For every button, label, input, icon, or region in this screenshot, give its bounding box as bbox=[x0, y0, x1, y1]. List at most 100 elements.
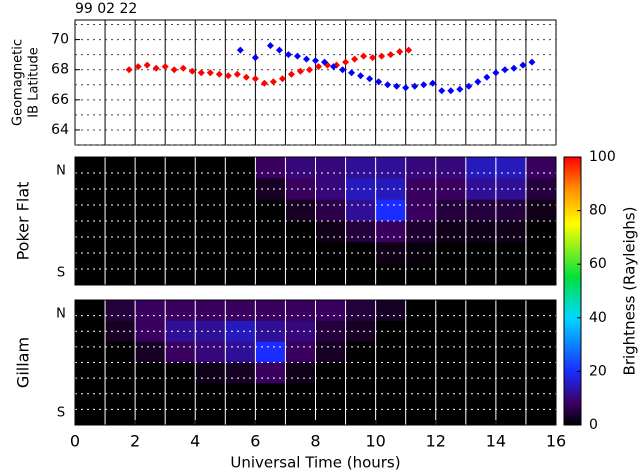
heatmap-cell bbox=[435, 221, 467, 243]
heatmap-cell bbox=[285, 362, 316, 384]
heatmap-cell bbox=[315, 383, 347, 405]
y-axis-label: IB Latitude bbox=[27, 47, 42, 117]
data-point bbox=[188, 67, 196, 75]
heatmap-cell bbox=[345, 320, 377, 343]
heatmap-cell bbox=[495, 362, 527, 384]
heatmap-cell bbox=[105, 362, 136, 384]
y-tick-label: 68 bbox=[51, 62, 69, 78]
heatmap-cell bbox=[195, 221, 226, 243]
heatmap-cell bbox=[165, 300, 196, 322]
heatmap-cell bbox=[525, 221, 557, 243]
data-point bbox=[420, 81, 428, 89]
heatmap-cell bbox=[495, 178, 527, 201]
heatmap-cell bbox=[315, 178, 347, 201]
heatmap-cell bbox=[375, 221, 407, 243]
heatmap-cell bbox=[525, 320, 557, 343]
heatmap-cell bbox=[285, 341, 316, 363]
heatmap-cell bbox=[165, 242, 196, 265]
heatmap-cell bbox=[465, 178, 497, 201]
data-point bbox=[215, 70, 223, 78]
heatmap-cell bbox=[465, 320, 497, 343]
data-point bbox=[143, 61, 151, 69]
heatmap-cell bbox=[405, 341, 437, 363]
heatmap-cell bbox=[75, 300, 106, 322]
heatmap-cell bbox=[345, 157, 377, 179]
heatmap-cell bbox=[495, 157, 527, 179]
data-point bbox=[269, 78, 277, 86]
data-point bbox=[501, 66, 509, 74]
heatmap-cell bbox=[405, 362, 437, 384]
data-point bbox=[233, 70, 241, 78]
y-label-top: N bbox=[56, 164, 66, 179]
data-point bbox=[375, 78, 383, 86]
heatmap-cell bbox=[495, 404, 527, 426]
heatmap-cell bbox=[195, 404, 226, 426]
heatmap-cell bbox=[525, 242, 557, 265]
heatmap-cell bbox=[465, 242, 497, 265]
heatmap-cell bbox=[405, 242, 437, 265]
heatmap-cell bbox=[525, 178, 557, 201]
heatmap-cell bbox=[495, 320, 527, 343]
heatmap-cell bbox=[225, 320, 256, 343]
data-point bbox=[315, 63, 323, 71]
heatmap-cell bbox=[315, 341, 347, 363]
heatmap-cell bbox=[315, 404, 347, 426]
heatmap-cell bbox=[465, 157, 497, 179]
heatmap-cell bbox=[495, 383, 527, 405]
data-point bbox=[528, 58, 536, 66]
data-point bbox=[438, 87, 446, 95]
heatmap-cell bbox=[75, 404, 106, 426]
data-point bbox=[483, 73, 491, 81]
heatmap-cell bbox=[315, 263, 347, 286]
data-point bbox=[393, 82, 401, 90]
data-point bbox=[206, 69, 214, 77]
heatmap-cell bbox=[435, 199, 467, 222]
y-axis-label: Geomagnetic bbox=[11, 39, 26, 126]
heatmap-cell bbox=[255, 263, 286, 286]
heatmap-cell bbox=[345, 383, 377, 405]
heatmap-cell bbox=[465, 404, 497, 426]
data-point bbox=[456, 85, 464, 93]
heatmap-cell bbox=[195, 242, 226, 265]
heatmap-cell bbox=[195, 300, 226, 322]
heatmap-cell bbox=[375, 320, 407, 343]
data-point bbox=[284, 51, 292, 59]
heatmap-cell bbox=[315, 362, 347, 384]
heatmap-cell bbox=[345, 178, 377, 201]
heatmap-cell bbox=[255, 242, 286, 265]
heatmap-cell bbox=[165, 320, 196, 343]
heatmap-cell bbox=[195, 199, 226, 222]
data-point bbox=[465, 82, 473, 90]
heatmap-cell bbox=[105, 320, 136, 343]
heatmap-cell bbox=[375, 157, 407, 179]
x-tick-label: 6 bbox=[250, 432, 260, 451]
data-point bbox=[293, 52, 301, 60]
heatmap-cell bbox=[225, 383, 256, 405]
data-point bbox=[342, 58, 350, 66]
heatmap-cell bbox=[405, 320, 437, 343]
heatmap-cell bbox=[285, 221, 316, 243]
heatmap-cell bbox=[315, 157, 347, 179]
data-point bbox=[429, 79, 437, 87]
y-axis-label: Poker Flat bbox=[14, 182, 33, 261]
heatmap-cell bbox=[495, 199, 527, 222]
x-tick-label: 14 bbox=[486, 432, 506, 451]
heatmap-cell bbox=[285, 157, 316, 179]
heatmap-cell bbox=[525, 157, 557, 179]
heatmap-cell bbox=[165, 157, 196, 179]
heatmap-cell bbox=[255, 221, 286, 243]
heatmap-cell bbox=[435, 157, 467, 179]
heatmap-cell bbox=[255, 341, 286, 363]
heatmap-cell bbox=[195, 383, 226, 405]
heatmap-cell bbox=[465, 341, 497, 363]
heatmap-cell bbox=[255, 178, 286, 201]
heatmap-cell bbox=[75, 383, 106, 405]
heatmap-cell bbox=[405, 383, 437, 405]
heatmap-cell bbox=[465, 300, 497, 322]
heatmap-cell bbox=[525, 404, 557, 426]
heatmap-cell bbox=[195, 362, 226, 384]
heatmap-cell bbox=[135, 320, 166, 343]
data-point bbox=[170, 66, 178, 74]
heatmap-cell bbox=[375, 178, 407, 201]
colorbar-tick-label: 100 bbox=[589, 149, 616, 165]
